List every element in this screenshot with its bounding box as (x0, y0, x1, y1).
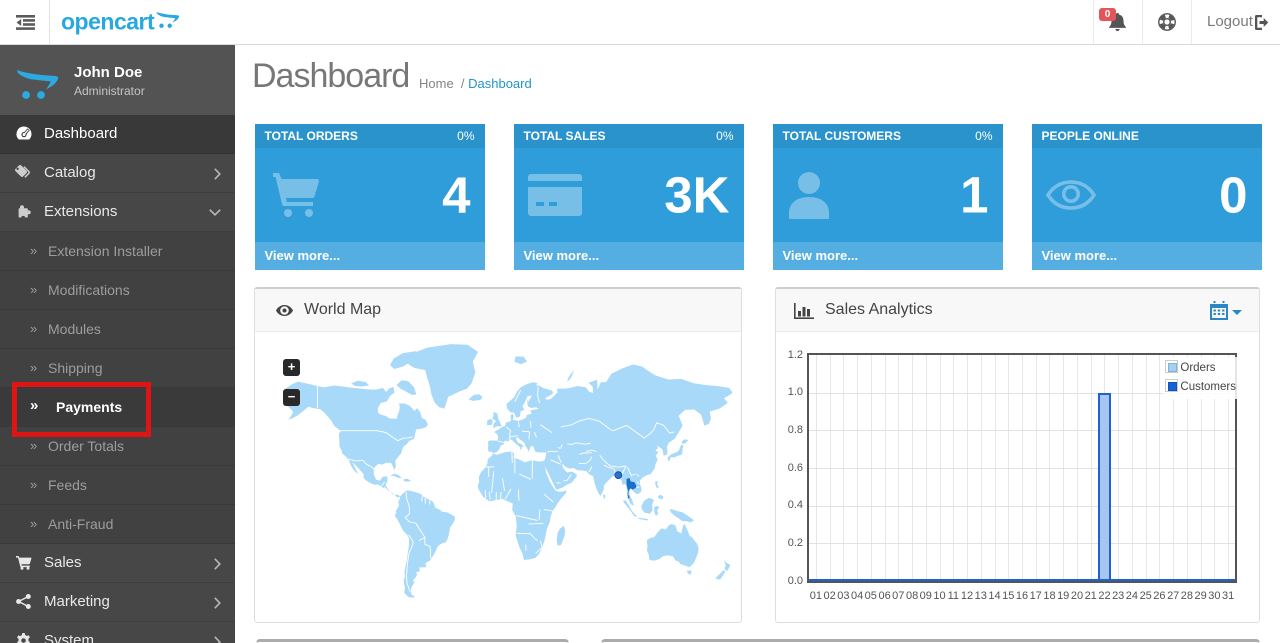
svg-text:opencart: opencart (61, 9, 155, 35)
